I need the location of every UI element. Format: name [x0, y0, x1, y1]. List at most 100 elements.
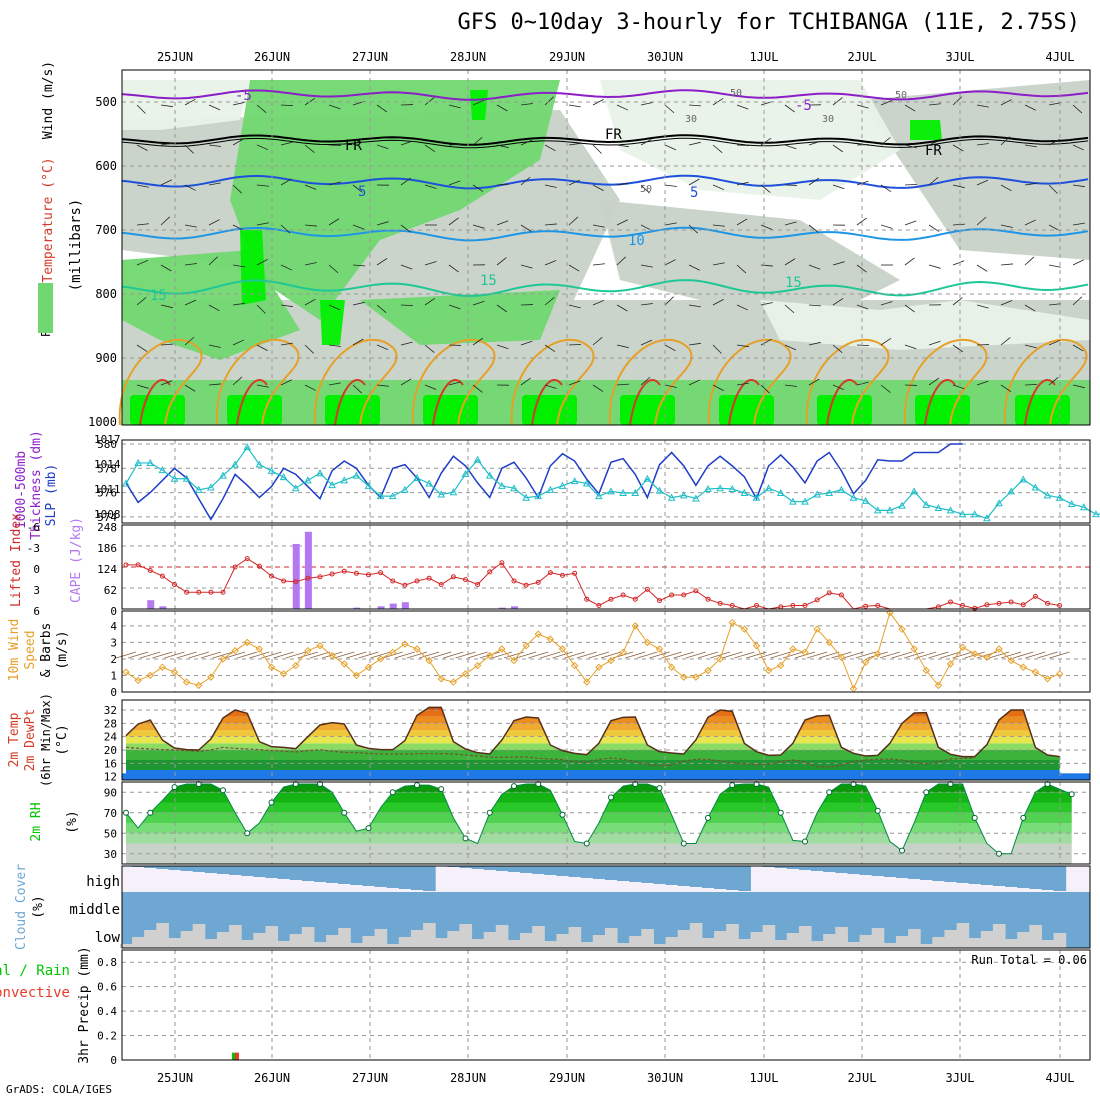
- rh-point: [680, 840, 687, 847]
- wind-speed-point: [170, 668, 179, 676]
- upper-wind-barb: [952, 96, 963, 106]
- slp-point: [522, 493, 530, 501]
- upper-wind-barb: [664, 184, 677, 187]
- upper-wind-barb: [1000, 300, 1013, 306]
- upper-wind-barb: [712, 262, 725, 266]
- upper-wind-barb: [184, 98, 196, 106]
- upper-wind-barb: [736, 181, 749, 186]
- lifted-index-point: [584, 596, 590, 602]
- upper-wind-barb: [976, 264, 988, 272]
- upper-wind-barb: [520, 224, 532, 232]
- upper-wind-barb: [256, 304, 266, 314]
- slp-point: [182, 474, 191, 482]
- upper-wind-barb: [472, 99, 485, 106]
- rh-shade-region: [227, 395, 282, 425]
- upper-wind-barb: [1048, 224, 1060, 231]
- date-label-bottom: 4JUL: [1046, 1071, 1075, 1085]
- rh-shade-region: [817, 395, 872, 425]
- date-label-top: 26JUN: [254, 50, 290, 64]
- cloud-high-bar: [677, 866, 691, 886]
- slp-point: [558, 481, 567, 489]
- cloud-low-bar: [580, 942, 594, 948]
- upper-wind-barb: [544, 260, 557, 266]
- upper-wind-barb: [232, 101, 245, 106]
- cloud-high-bar: [253, 866, 266, 877]
- precip-conv-bar: [235, 1052, 239, 1060]
- temperature-contour-red: [334, 378, 366, 426]
- date-label-bottom: 26JUN: [254, 1071, 290, 1085]
- rh-shade-region: [320, 300, 345, 345]
- rh-point: [608, 794, 614, 801]
- precip-background: [122, 950, 1090, 1060]
- lifted-index-point: [984, 602, 990, 608]
- upper-wind-barb: [592, 384, 604, 392]
- lifted-index-tick: 0: [33, 563, 40, 576]
- upper-wind-barb: [904, 183, 918, 186]
- wind-speed-point: [425, 656, 433, 665]
- wind-speed-point: [219, 655, 227, 663]
- upper-wind-barb: [1072, 259, 1084, 266]
- slp-point: [1055, 493, 1064, 501]
- wind-barb: [249, 651, 270, 659]
- temp-tick: 32: [104, 704, 117, 717]
- upper-wind-barb: [280, 379, 292, 386]
- wind-speed-point: [583, 678, 591, 686]
- upper-wind-barb: [424, 144, 436, 153]
- upper-wind-barb: [160, 104, 173, 108]
- upper-wind-barb: [880, 224, 893, 229]
- upper-wind-barb: [952, 297, 963, 306]
- date-label-top: 27JUN: [352, 50, 388, 64]
- upper-wind-barb: [928, 176, 939, 186]
- upper-wind-barb: [664, 104, 675, 114]
- slp-point: [655, 486, 664, 494]
- wind-barb: [479, 651, 500, 659]
- wind-barb: [443, 651, 464, 659]
- temp-label-2: 2m DewPt: [23, 709, 38, 772]
- rh-shade-region: [719, 395, 774, 425]
- wind-speed-point: [898, 625, 906, 633]
- upper-wind-barb: [136, 259, 149, 266]
- date-label-bottom: 2JUL: [848, 1071, 877, 1085]
- rh-point: [656, 785, 663, 792]
- upper-wind-barb: [256, 144, 269, 151]
- upper-wind-barb: [1024, 256, 1035, 266]
- upper-wind-barb: [928, 377, 940, 386]
- rh-point: [1020, 814, 1027, 821]
- rh-band: [126, 812, 1072, 823]
- upper-wind-barb: [664, 259, 676, 266]
- upper-wind-barb: [520, 264, 533, 269]
- cloud-low-bar: [835, 927, 848, 948]
- lifted-index-tick: 6: [33, 605, 40, 618]
- slp-point: [146, 458, 155, 466]
- cape-bar: [304, 531, 312, 609]
- thickness-label-2: Thickness (dm): [29, 430, 44, 540]
- wind-barb: [588, 651, 609, 659]
- upper-axis-label: (millibars): [68, 199, 84, 292]
- temperature-contour-orange: [608, 338, 693, 426]
- rh-label-1: 2m RH: [29, 802, 44, 841]
- cape-tick: 62: [104, 584, 117, 597]
- upper-wind-barb: [280, 342, 293, 346]
- rh-tick: 30: [104, 848, 117, 861]
- upper-wind-barb: [448, 180, 461, 186]
- wind-speed-point: [837, 653, 846, 661]
- slp-point: [764, 484, 773, 492]
- cloud-high-bar: [386, 866, 400, 888]
- temperature-contour-red: [924, 378, 956, 426]
- lifted-index-point: [353, 570, 359, 576]
- cloud-high-bar: [714, 866, 727, 889]
- wind-barb: [576, 651, 597, 659]
- upper-wind-barb: [1072, 296, 1083, 306]
- rh-label-2: (%): [65, 810, 80, 833]
- upper-wind-barb: [928, 103, 941, 106]
- upper-wind-barb: [496, 344, 509, 350]
- cloud-high-bar: [859, 866, 873, 875]
- lifted-index-point: [329, 571, 335, 577]
- upper-wind-barb: [184, 224, 197, 228]
- lifted-index-point: [717, 600, 723, 606]
- precip-tick: 0.4: [97, 1005, 117, 1018]
- contour-label: FR: [605, 127, 622, 143]
- contour-label: 5: [358, 184, 366, 200]
- slp-point: [983, 514, 991, 522]
- wind-speed-point: [740, 625, 749, 633]
